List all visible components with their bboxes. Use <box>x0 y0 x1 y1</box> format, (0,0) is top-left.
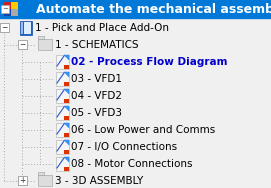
Bar <box>1 5 9 13</box>
Bar <box>20 21 32 35</box>
Bar <box>64 167 69 171</box>
Bar <box>64 150 69 154</box>
Bar <box>38 172 44 175</box>
Text: 06 - Low Power and Comms: 06 - Low Power and Comms <box>71 125 215 135</box>
Text: −: − <box>2 6 8 12</box>
Text: 04 - VFD2: 04 - VFD2 <box>71 91 122 101</box>
Bar <box>4 9 11 16</box>
Bar <box>56 123 69 137</box>
Bar <box>56 157 69 171</box>
Bar <box>64 99 69 103</box>
Bar <box>18 40 27 49</box>
Bar <box>21 22 23 34</box>
Polygon shape <box>64 89 69 94</box>
Polygon shape <box>64 157 69 162</box>
Bar <box>64 82 69 86</box>
Polygon shape <box>64 72 69 77</box>
Bar <box>64 133 69 137</box>
Text: −: − <box>1 23 8 32</box>
Bar <box>0 0 271 18</box>
Bar <box>64 65 69 69</box>
Polygon shape <box>64 140 69 145</box>
Bar <box>64 116 69 120</box>
Bar <box>0 23 9 32</box>
Bar <box>4 2 11 9</box>
Bar <box>56 89 69 103</box>
Bar <box>38 36 44 39</box>
Text: −: − <box>19 40 26 49</box>
Polygon shape <box>64 123 69 128</box>
Bar <box>11 9 18 16</box>
Text: 03 - VFD1: 03 - VFD1 <box>71 74 122 84</box>
Text: 08 - Motor Connections: 08 - Motor Connections <box>71 159 192 169</box>
Bar <box>56 106 69 120</box>
Bar <box>18 176 27 185</box>
Bar <box>56 72 69 86</box>
Text: 3 - 3D ASSEMBLY: 3 - 3D ASSEMBLY <box>55 176 143 186</box>
Text: 07 - I/O Connections: 07 - I/O Connections <box>71 142 177 152</box>
Text: +: + <box>19 176 26 185</box>
Text: Automate the mechanical assembly: Automate the mechanical assembly <box>36 2 271 15</box>
Text: 05 - VFD3: 05 - VFD3 <box>71 108 122 118</box>
Text: 1 - Pick and Place Add-On: 1 - Pick and Place Add-On <box>35 23 169 33</box>
Text: 1 - SCHEMATICS: 1 - SCHEMATICS <box>55 40 139 50</box>
Text: 02 - Process Flow Diagram: 02 - Process Flow Diagram <box>71 57 227 67</box>
Bar <box>38 39 52 50</box>
Bar <box>38 175 52 186</box>
Bar <box>56 140 69 154</box>
Bar <box>24 22 31 34</box>
Polygon shape <box>64 55 69 60</box>
Polygon shape <box>64 106 69 111</box>
Bar <box>56 55 69 69</box>
Bar <box>11 2 18 9</box>
